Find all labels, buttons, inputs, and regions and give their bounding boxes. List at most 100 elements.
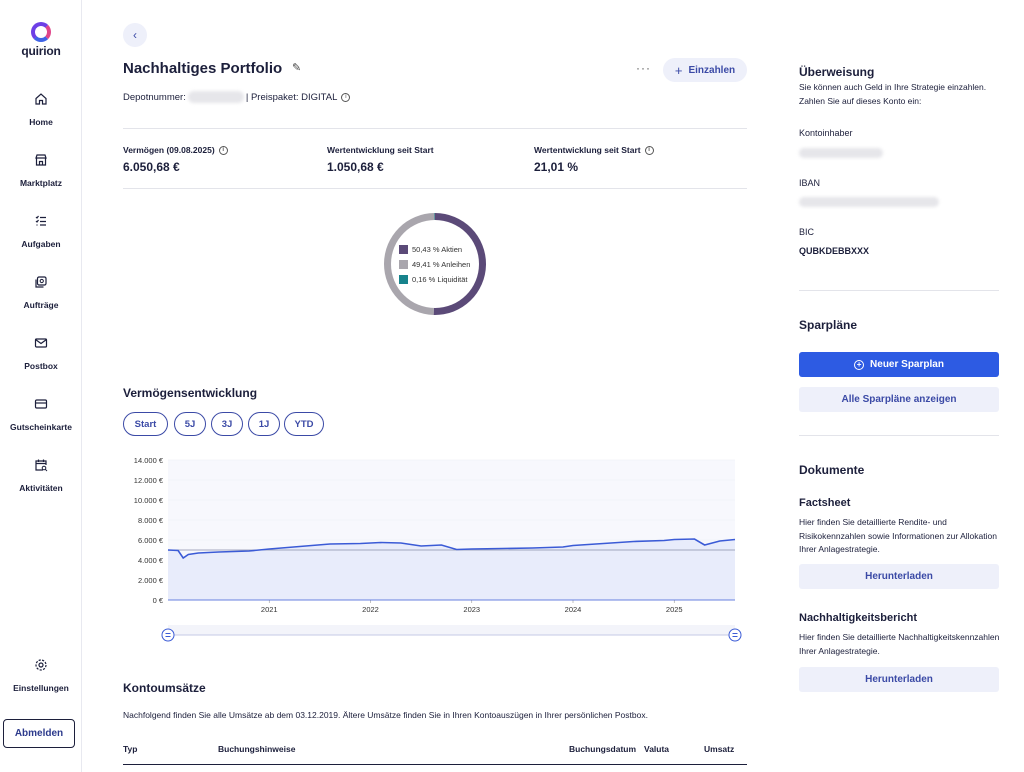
range-button-ytd[interactable]: YTD: [284, 412, 324, 436]
bic-value: QUBKDEBBXXX: [799, 246, 870, 256]
checklist-icon: [35, 215, 46, 226]
stat-label: Wertentwicklung seit Start: [534, 145, 641, 155]
sidebar-item-label: Aufträge: [23, 300, 59, 310]
depot-info: Depotnummer: | Preispaket: DIGITAL i: [123, 91, 351, 103]
deposit-label: Einzahlen: [688, 64, 736, 76]
stat-value: 21,01 %: [534, 160, 579, 174]
table-header-notes[interactable]: Buchungshinweise: [218, 744, 296, 754]
brand-logo[interactable]: quirion: [0, 22, 82, 58]
range-navigator: [168, 625, 735, 635]
home-icon: [35, 93, 47, 105]
divider: [799, 435, 999, 436]
table-header-booking-date[interactable]: Buchungsdatum: [569, 744, 637, 754]
page-title: Nachhaltiges Portfolio: [123, 60, 283, 77]
y-tick-label: 4.000 €: [138, 556, 164, 565]
legend-swatch: [399, 260, 408, 269]
factsheet-download-button[interactable]: Herunterladen: [799, 564, 999, 589]
logout-button[interactable]: Abmelden: [3, 719, 75, 748]
stat-value: 1.050,68 €: [327, 160, 384, 174]
sidebar-item-aktivitaeten[interactable]: Aktivitäten: [0, 458, 82, 496]
slider-handle-left[interactable]: [161, 628, 175, 642]
x-tick-label: 2022: [362, 605, 379, 614]
deposit-button[interactable]: + Einzahlen: [663, 58, 747, 82]
stat-label: Wertentwicklung seit Start: [327, 145, 434, 155]
sidebar-item-postbox[interactable]: Postbox: [0, 336, 82, 374]
bic-label: BIC: [799, 227, 815, 237]
sidebar-item-auftraege[interactable]: Aufträge: [0, 275, 82, 313]
sidebar-item-home[interactable]: Home: [0, 92, 82, 130]
calendar-search-icon: [35, 459, 48, 472]
range-button-start[interactable]: Start: [123, 412, 168, 436]
wealth-chart[interactable]: 14.000 € 12.000 € 10.000 € 8.000 € 6.000 € 4.…: [120, 452, 750, 642]
transactions-title: Kontoumsätze: [123, 681, 206, 695]
legend-label: 0,16 % Liquidität: [412, 275, 468, 284]
report-download-button[interactable]: Herunterladen: [799, 667, 999, 692]
transfer-title: Überweisung: [799, 65, 875, 79]
series-area: [168, 539, 735, 600]
sidebar-item-label: Einstellungen: [13, 683, 69, 693]
range-button-1j[interactable]: 1J: [248, 412, 280, 436]
legend-swatch: [399, 275, 408, 284]
legend-item: 50,43 % Aktien: [399, 242, 470, 257]
factsheet-text: Hier finden Sie detaillierte Rendite- un…: [799, 517, 997, 554]
brand-name: quirion: [21, 44, 61, 58]
pencil-icon[interactable]: ✎: [292, 62, 302, 74]
slider-handle-right[interactable]: [728, 628, 742, 642]
store-icon: [35, 154, 47, 166]
plus-circle-icon: +: [854, 359, 865, 370]
sidebar-item-label: Home: [29, 117, 53, 127]
sidebar-item-marktplatz[interactable]: Marktplatz: [0, 153, 82, 191]
legend-item: 0,16 % Liquidität: [399, 272, 470, 287]
info-icon[interactable]: i: [218, 145, 228, 155]
sidebar-item-label: Aktivitäten: [19, 483, 63, 493]
range-button-3j[interactable]: 3J: [211, 412, 243, 436]
chart-section-title: Vermögensentwicklung: [123, 386, 258, 400]
depot-label: Depotnummer:: [123, 91, 186, 103]
plus-icon: +: [674, 62, 683, 78]
account-holder-redacted: [799, 148, 883, 158]
sidebar-item-einstellungen[interactable]: Einstellungen: [0, 658, 82, 696]
range-button-5j[interactable]: 5J: [174, 412, 206, 436]
stat-label: Vermögen (09.08.2025): [123, 145, 215, 155]
sidebar: quirion Home Marktplatz Aufgaben Aufträg…: [0, 0, 82, 772]
sidebar-item-label: Marktplatz: [19, 178, 63, 188]
stat-performance-abs: Wertentwicklung seit Start 1.050,68 €: [327, 145, 434, 174]
report-title: Nachhaltigkeitsbericht: [799, 612, 917, 624]
divider: [123, 188, 747, 189]
legend-item: 49,41 % Anleihen: [399, 257, 470, 272]
account-holder-label: Kontoinhaber: [799, 128, 853, 138]
legend-label: 49,41 % Anleihen: [412, 260, 471, 269]
allocation-donut: [383, 213, 486, 315]
all-savings-plans-button[interactable]: Alle Sparpläne anzeigen: [799, 387, 999, 412]
x-tick-label: 2025: [666, 605, 683, 614]
table-header-type[interactable]: Typ: [123, 744, 138, 754]
sidebar-item-aufgaben[interactable]: Aufgaben: [0, 214, 82, 252]
divider: [799, 290, 999, 291]
sidebar-item-label: Aufgaben: [21, 239, 61, 249]
report-text: Hier finden Sie detaillierte Nachhaltigk…: [799, 632, 1000, 656]
table-header-amount[interactable]: Umsatz: [704, 744, 735, 754]
iban-label: IBAN: [799, 178, 821, 188]
more-menu[interactable]: ···: [636, 61, 651, 75]
info-icon[interactable]: i: [644, 145, 654, 155]
sidebar-item-label: Postbox: [24, 361, 58, 371]
factsheet-title: Factsheet: [799, 497, 851, 509]
legend-label: 50,43 % Aktien: [412, 245, 463, 254]
info-icon[interactable]: i: [341, 92, 351, 102]
y-tick-label: 10.000 €: [134, 496, 164, 505]
x-tick-label: 2021: [261, 605, 278, 614]
new-savings-plan-button[interactable]: + Neuer Sparplan: [799, 352, 999, 377]
sidebar-item-label: Gutscheinkarte: [10, 422, 72, 432]
table-header-valuta[interactable]: Valuta: [644, 744, 670, 754]
y-tick-label: 0 €: [153, 596, 164, 605]
stat-assets: Vermögen (09.08.2025) i 6.050,68 €: [123, 145, 228, 174]
table-header-divider: [123, 764, 747, 765]
depot-number-redacted: [187, 91, 244, 103]
iban-redacted: [799, 197, 939, 207]
savings-title: Sparpläne: [799, 318, 858, 332]
documents-title: Dokumente: [799, 463, 865, 477]
sidebar-item-gutscheinkarte[interactable]: Gutscheinkarte: [0, 397, 82, 435]
stat-value: 6.050,68 €: [123, 160, 180, 174]
back-button[interactable]: ‹: [123, 23, 147, 47]
divider: [123, 128, 747, 129]
